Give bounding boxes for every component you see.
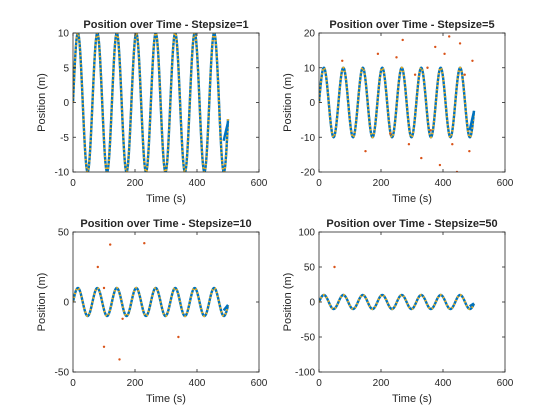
x-tick-label: 400	[189, 378, 206, 389]
plot-content	[73, 242, 230, 361]
x-tick-label: 400	[435, 378, 452, 389]
outlier-point	[451, 143, 454, 146]
outlier-point	[395, 56, 398, 59]
x-tick-label: 200	[373, 378, 390, 389]
subplot-2: 0 200 400 600 -20 -10 0 10 20 Position over Time …	[282, 19, 514, 205]
outlier-point	[434, 45, 437, 49]
outlier-point	[401, 38, 404, 42]
x-axis-label: Time (s)	[146, 393, 186, 405]
outlier-point	[471, 59, 474, 62]
x-tick-label: 600	[251, 178, 268, 189]
x-tick-label: 600	[251, 378, 268, 389]
subplot-1: 0 200 400 600 -10 -5 0 5 10 Position over Time - …	[36, 19, 268, 205]
y-axis-label: Position (m)	[282, 73, 294, 132]
outlier-point	[420, 156, 423, 160]
x-axis-label: Time (s)	[392, 393, 432, 405]
y-tick-label: 0	[63, 98, 69, 109]
outlier-point	[333, 265, 336, 269]
y-tick-label: 100	[298, 228, 315, 239]
plot-area	[319, 232, 505, 372]
outlier-point	[118, 358, 121, 361]
series-end-segment	[222, 304, 229, 312]
outlier-point	[468, 149, 471, 153]
x-axis-label: Time (s)	[392, 193, 432, 205]
subplot-4: 0 200 400 600 -100 -50 0 50 100 Position over Tim…	[282, 218, 514, 405]
y-tick-label: -50	[55, 368, 70, 379]
outlier-point	[448, 35, 451, 38]
outlier-point	[109, 243, 112, 246]
y-tick-label: -10	[301, 133, 316, 144]
y-axis-label: Position (m)	[36, 73, 48, 132]
y-tick-label: 0	[63, 298, 69, 309]
series-end-segment	[469, 302, 475, 308]
y-tick-label: -50	[301, 333, 316, 344]
outlier-point	[376, 52, 380, 56]
x-tick-label: 0	[70, 178, 76, 189]
chart-title: Position over Time - Stepsize=5	[329, 19, 494, 31]
outlier-point	[364, 149, 367, 153]
plot-content	[319, 35, 476, 172]
x-tick-label: 200	[127, 378, 144, 389]
y-tick-label: 50	[304, 263, 316, 274]
outlier-point	[177, 335, 180, 339]
y-axis-label: Position (m)	[282, 273, 294, 332]
x-tick-label: 200	[373, 178, 390, 189]
x-tick-label: 200	[127, 178, 144, 189]
y-tick-label: -10	[55, 168, 70, 179]
plot-area	[73, 232, 259, 372]
outlier-point	[426, 66, 429, 69]
x-axis-label: Time (s)	[146, 193, 186, 205]
plot-content	[73, 33, 230, 172]
y-tick-label: 5	[63, 63, 69, 74]
x-tick-label: 400	[189, 178, 206, 189]
y-tick-label: 10	[58, 29, 70, 40]
chart-title: Position over Time - Stepsize=50	[326, 218, 497, 230]
y-axis-label: Position (m)	[36, 273, 48, 332]
outlier-point	[438, 163, 442, 167]
y-tick-label: -100	[295, 368, 315, 379]
y-tick-label: 0	[309, 98, 315, 109]
x-tick-label: 0	[316, 378, 322, 389]
series-end-segment	[222, 121, 230, 141]
outlier-point	[443, 52, 446, 56]
outlier-point	[429, 129, 432, 132]
outlier-point	[121, 317, 124, 320]
y-tick-label: 0	[309, 298, 315, 309]
outlier-point	[341, 59, 344, 62]
series-end-segment	[468, 110, 476, 131]
y-tick-label: 10	[304, 63, 316, 74]
x-tick-label: 600	[497, 378, 514, 389]
series-dotted-line	[73, 33, 230, 172]
series-dotted-line	[319, 66, 476, 139]
x-tick-label: 400	[435, 178, 452, 189]
series-dotted-line	[73, 286, 230, 318]
y-tick-label: -20	[301, 168, 316, 179]
x-tick-label: 600	[497, 178, 514, 189]
outlier-point	[458, 42, 462, 45]
plot-area	[319, 33, 505, 172]
outlier-point	[96, 265, 100, 269]
outlier-point	[407, 143, 411, 146]
outlier-point	[463, 73, 466, 76]
y-tick-label: 50	[58, 228, 70, 239]
plot-content	[319, 265, 476, 311]
outlier-point	[413, 73, 417, 76]
outlier-point	[102, 345, 106, 348]
y-tick-label: 20	[304, 29, 316, 40]
outlier-point	[143, 242, 146, 245]
chart-title: Position over Time - Stepsize=10	[80, 218, 251, 230]
y-tick-label: -5	[60, 133, 69, 144]
outlier-point	[102, 286, 106, 290]
series-dotted-line	[319, 293, 476, 311]
x-tick-label: 0	[70, 378, 76, 389]
x-tick-label: 0	[316, 178, 322, 189]
outlier-point	[389, 132, 392, 135]
chart-title: Position over Time - Stepsize=1	[83, 19, 248, 31]
